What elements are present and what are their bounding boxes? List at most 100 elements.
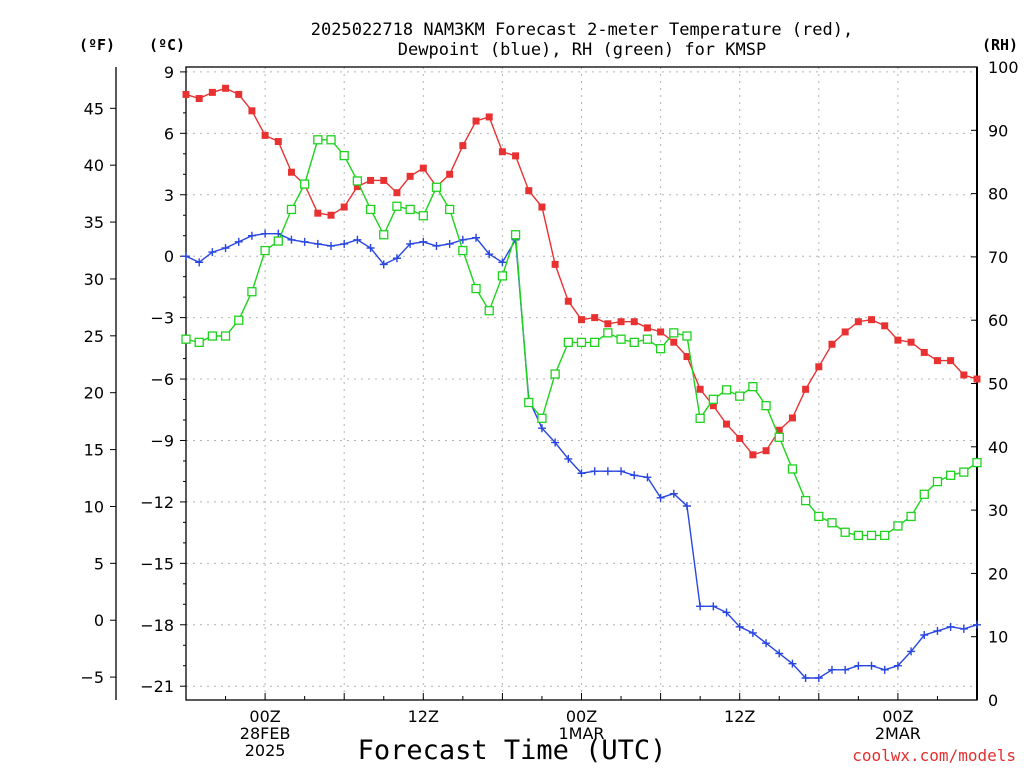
temperature-point bbox=[525, 187, 533, 195]
temperature-point bbox=[182, 90, 190, 98]
temperature-point bbox=[762, 447, 770, 455]
rh-point bbox=[787, 464, 798, 474]
rh-tick-label: 90 bbox=[988, 121, 1008, 140]
rh-point bbox=[972, 457, 982, 468]
temperature-point bbox=[947, 357, 955, 365]
dewpoint-point bbox=[880, 665, 889, 674]
rh-point bbox=[840, 527, 850, 537]
celsius-tick-label: 9 bbox=[164, 63, 174, 82]
rh-point bbox=[365, 204, 376, 215]
dewpoint-point bbox=[445, 239, 454, 248]
dewpoint-point bbox=[379, 260, 388, 269]
rh-point bbox=[853, 530, 863, 541]
dewpoint-point bbox=[353, 235, 362, 244]
celsius-tick-label: −3 bbox=[150, 309, 174, 328]
dewpoint-point bbox=[195, 258, 204, 267]
fahrenheit-tick-label: 35 bbox=[84, 213, 104, 232]
dewpoint-point bbox=[973, 620, 981, 629]
temperature-point bbox=[261, 131, 269, 139]
x-axis-title: Forecast Time (UTC) bbox=[358, 735, 667, 766]
fahrenheit-tick-label: 15 bbox=[84, 441, 104, 460]
rh-point bbox=[708, 394, 718, 404]
temperature-point bbox=[643, 324, 651, 332]
dewpoint-point bbox=[775, 649, 784, 658]
celsius-axis-label: (ºC) bbox=[149, 36, 185, 54]
rh-point bbox=[207, 331, 218, 341]
dewpoint-point bbox=[722, 608, 731, 617]
rh-point bbox=[721, 385, 732, 395]
rh-point bbox=[880, 530, 890, 541]
temperature-point bbox=[683, 353, 691, 361]
dewpoint-point bbox=[182, 252, 190, 261]
rh-point bbox=[445, 204, 455, 215]
temperature-point bbox=[393, 189, 401, 197]
x-tick-label: 00Z bbox=[882, 707, 913, 726]
rh-point bbox=[642, 334, 653, 344]
dewpoint-point bbox=[419, 237, 428, 246]
temperature-point bbox=[868, 316, 876, 324]
rh-point bbox=[616, 334, 626, 344]
x-tick-label: 28FEB bbox=[240, 724, 291, 743]
rh-point bbox=[695, 413, 705, 423]
temperature-point bbox=[933, 357, 941, 365]
rh-point bbox=[194, 337, 204, 348]
rh-point bbox=[537, 413, 547, 423]
dewpoint-point bbox=[247, 231, 256, 240]
rh-point bbox=[827, 518, 837, 528]
rh-point bbox=[379, 230, 389, 240]
dewpoint-point bbox=[300, 237, 309, 246]
dewpoint-point bbox=[340, 239, 349, 248]
dewpoint-point bbox=[696, 602, 705, 611]
rh-point bbox=[919, 489, 929, 499]
dewpoint-point bbox=[946, 622, 955, 631]
x-tick-label: 12Z bbox=[408, 707, 439, 726]
temperature-point bbox=[920, 348, 928, 356]
rh-point bbox=[603, 328, 613, 338]
celsius-tick-label: 3 bbox=[164, 186, 174, 205]
x-tick-label: 00Z bbox=[566, 707, 597, 726]
temperature-point bbox=[446, 170, 454, 178]
rh-point bbox=[524, 397, 534, 408]
dewpoint-point bbox=[630, 471, 639, 480]
rh-point bbox=[273, 236, 283, 246]
x-tick-label: 2MAR bbox=[875, 724, 921, 743]
temperature-point bbox=[353, 183, 361, 191]
rh-point bbox=[497, 271, 508, 281]
rh-point bbox=[260, 245, 270, 256]
celsius-tick-label: −21 bbox=[140, 677, 174, 696]
temperature-point bbox=[578, 316, 585, 324]
dewpoint-point bbox=[392, 254, 401, 263]
grid-lines bbox=[186, 67, 977, 700]
temperature-point bbox=[815, 363, 823, 371]
dewpoint-point bbox=[590, 467, 599, 476]
temperature-point bbox=[788, 414, 796, 422]
rh-point bbox=[866, 530, 877, 541]
temperature-point bbox=[907, 338, 915, 346]
temperature-point bbox=[235, 90, 243, 98]
rh-point bbox=[247, 287, 257, 297]
rh-point bbox=[945, 470, 956, 480]
temperature-point bbox=[591, 314, 599, 322]
rh-tick-label: 20 bbox=[988, 564, 1008, 583]
rh-point bbox=[352, 176, 363, 186]
dewpoint-point bbox=[472, 233, 481, 242]
dewpoint-point bbox=[498, 258, 507, 267]
dewpoint-point bbox=[617, 467, 626, 476]
temperature-point bbox=[709, 402, 717, 410]
dewpoint-point bbox=[682, 502, 691, 511]
dewpoint-point bbox=[458, 235, 467, 244]
dewpoint-point bbox=[959, 624, 968, 633]
dewpoint-point bbox=[933, 626, 942, 635]
temperature-point bbox=[960, 371, 968, 379]
rh-point bbox=[800, 495, 811, 506]
temperature-point bbox=[459, 142, 467, 150]
rh-point bbox=[234, 315, 244, 325]
dewpoint-point bbox=[643, 473, 652, 482]
rh-point bbox=[392, 201, 402, 211]
temperature-point bbox=[274, 138, 282, 146]
temperature-point bbox=[775, 426, 783, 434]
rh-point bbox=[550, 369, 560, 379]
temperature-point bbox=[854, 318, 862, 326]
temperature-point bbox=[670, 338, 678, 346]
temperature-point bbox=[551, 260, 559, 268]
